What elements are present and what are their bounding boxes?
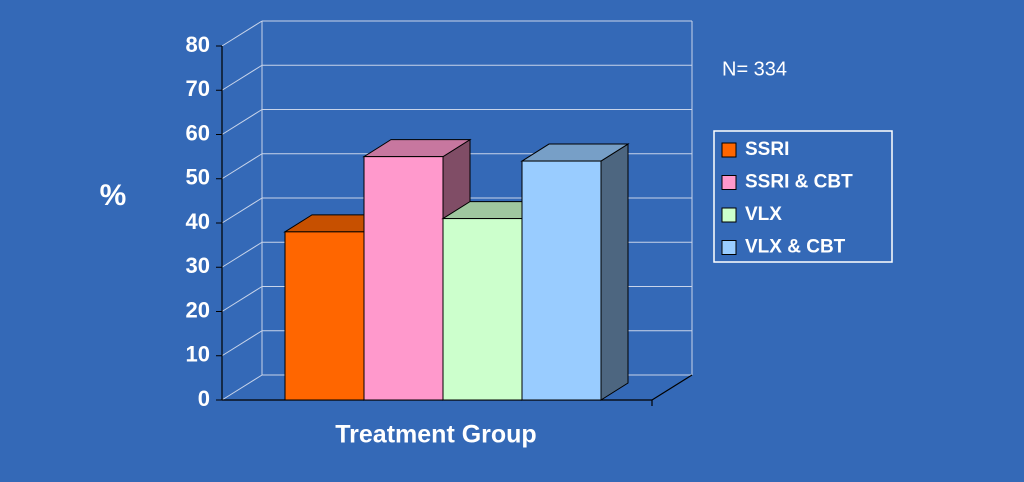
- y-tick-label: 80: [186, 32, 210, 57]
- annotation: N= 334: [722, 58, 787, 80]
- grid-line: [221, 109, 263, 135]
- legend-swatch: [721, 240, 737, 255]
- grid-line: [221, 153, 263, 180]
- legend-box: [713, 130, 893, 263]
- floor-edge: [651, 374, 693, 401]
- y-tick-label: 0: [198, 386, 210, 411]
- legend-label: VLX: [745, 204, 782, 225]
- legend-swatch: [721, 142, 737, 158]
- y-tick-label: 10: [186, 342, 210, 367]
- grid-line: [221, 64, 263, 91]
- grid-line: [221, 374, 263, 401]
- y-tick-label: 70: [186, 76, 210, 101]
- bar: [363, 156, 444, 401]
- x-axis-label: Treatment Group: [335, 421, 536, 449]
- bar-side: [600, 143, 629, 401]
- grid-line: [221, 20, 263, 47]
- legend-label: SSRI & CBT: [745, 172, 853, 193]
- bar: [284, 231, 365, 401]
- y-tick-label: 30: [186, 253, 210, 278]
- grid-line: [221, 241, 263, 268]
- grid-line: [221, 330, 263, 357]
- y-tick-label: 60: [186, 120, 210, 145]
- legend-swatch: [721, 207, 737, 223]
- y-tick-label: 40: [186, 209, 210, 234]
- legend-swatch: [721, 175, 737, 190]
- legend-label: VLX & CBT: [745, 237, 846, 258]
- bar: [442, 218, 523, 401]
- grid-line: [221, 286, 263, 312]
- y-axis-label: %: [100, 179, 127, 212]
- y-tick-label: 50: [186, 165, 210, 190]
- legend-label: SSRI: [745, 139, 789, 160]
- bar: [521, 160, 602, 401]
- y-tick-label: 20: [186, 297, 210, 322]
- grid-line: [221, 197, 263, 224]
